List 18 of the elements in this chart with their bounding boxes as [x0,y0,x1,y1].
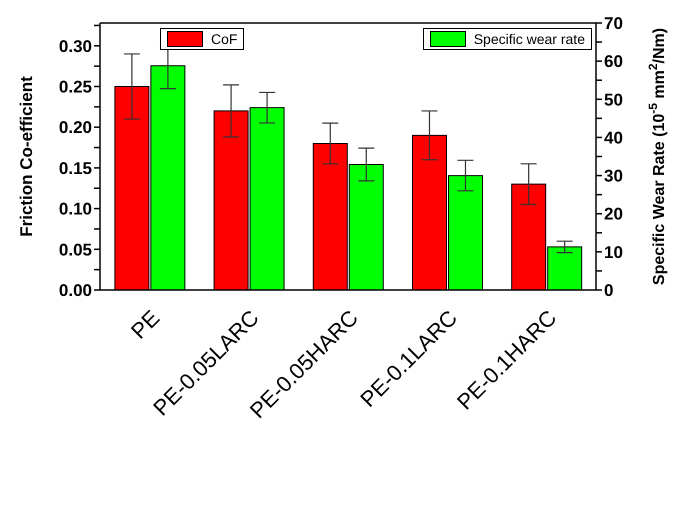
y2-tick-label: 20 [604,204,623,224]
y-axis-title: Friction Co-efficient [17,76,36,237]
y2-tick-label: 50 [604,90,623,110]
y2-tick-label: 70 [604,14,623,34]
y-tick-label: 0.25 [58,78,92,97]
y-tick-label: 0.05 [58,240,92,260]
y2-tick-label: 30 [604,166,623,186]
y2-tick-label: 0 [604,281,614,300]
legend-label: CoF [211,31,238,47]
y2-tick-label: 10 [604,242,623,262]
legend-label: Specific wear rate [474,31,585,47]
y-tick-label: 0.00 [58,281,92,300]
y-tick-label: 0.30 [58,36,92,56]
y-tick-label: 0.20 [58,118,92,138]
y-tick-label: 0.10 [58,200,92,219]
y2-tick-label: 40 [604,128,623,148]
y-tick-label: 0.15 [58,158,92,178]
y2-tick-label: 60 [604,52,623,72]
